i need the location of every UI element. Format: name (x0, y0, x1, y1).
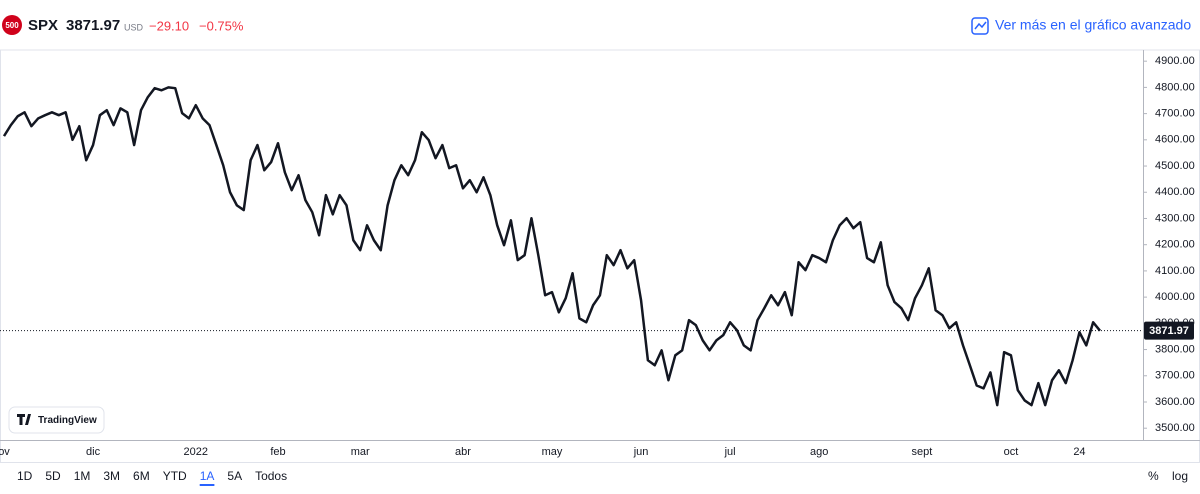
y-tick-label: 4700.00 (1155, 108, 1195, 120)
currency: USD (124, 22, 144, 32)
watermark: TradingView (8, 406, 105, 434)
y-tick-label: 3600.00 (1155, 396, 1195, 408)
range-button[interactable]: 6M (133, 469, 150, 483)
y-tick-label: 4400.00 (1155, 186, 1195, 198)
watermark-box (8, 406, 105, 434)
symbol: SPX (28, 17, 58, 34)
x-tick-label: jun (633, 446, 649, 458)
range-button[interactable]: 1M (74, 469, 91, 483)
logo-text: 500 (5, 21, 19, 30)
advanced-link[interactable]: Ver más en el gráfico avanzado (971, 17, 1191, 35)
y-tick-label: 4900.00 (1155, 55, 1195, 67)
range-button[interactable]: 1D (17, 469, 33, 483)
price-line (2, 86, 1101, 407)
x-tick-label: oct (1004, 446, 1019, 458)
x-tick-label: abr (455, 446, 471, 458)
x-tick-label: 2022 (184, 446, 208, 458)
x-tick-label: mar (351, 446, 370, 458)
y-tick-label: 3500.00 (1155, 422, 1195, 434)
x-tick-label: 24 (1073, 446, 1085, 458)
x-tick-label: jul (724, 446, 736, 458)
change-percent: −0.75% (199, 18, 244, 33)
price: 3871.97 (66, 17, 120, 34)
y-tick-label: 3800.00 (1155, 343, 1195, 355)
y-tick-label: 4200.00 (1155, 239, 1195, 251)
y-tick-label: 4000.00 (1155, 291, 1195, 303)
option-button[interactable]: % (1148, 469, 1159, 483)
last-price-label: 3871.97 (1149, 325, 1189, 337)
range-button[interactable]: 1A (200, 469, 215, 483)
y-tick-label: 4600.00 (1155, 134, 1195, 146)
link-icon (971, 17, 989, 35)
last-price-box (1144, 321, 1194, 340)
link-icon-line (974, 21, 987, 30)
y-tick-label: 3700.00 (1155, 370, 1195, 382)
y-tick-label: 4300.00 (1155, 212, 1195, 224)
range-button[interactable]: 3M (103, 469, 120, 483)
x-tick-label: ov (0, 446, 10, 458)
y-tick-label: 4100.00 (1155, 265, 1195, 277)
x-tick-label: dic (86, 446, 101, 458)
y-tick-label: 4800.00 (1155, 81, 1195, 93)
x-tick-label: ago (810, 446, 828, 458)
range-button[interactable]: 5D (45, 469, 61, 483)
change: −29.10 (149, 18, 189, 33)
link-text[interactable]: Ver más en el gráfico avanzado (995, 17, 1191, 33)
logo (2, 15, 22, 35)
range-button[interactable]: Todos (255, 469, 287, 483)
x-tick-label: feb (270, 446, 285, 458)
range-button[interactable]: 5A (227, 469, 242, 483)
watermark-icon (17, 414, 31, 425)
y-tick-label: 4500.00 (1155, 160, 1195, 172)
watermark-text: TradingView (38, 415, 97, 426)
range-button[interactable]: YTD (163, 469, 187, 483)
option-button[interactable]: log (1172, 469, 1188, 483)
x-tick-label: may (542, 446, 563, 458)
x-tick-label: sept (912, 446, 933, 458)
